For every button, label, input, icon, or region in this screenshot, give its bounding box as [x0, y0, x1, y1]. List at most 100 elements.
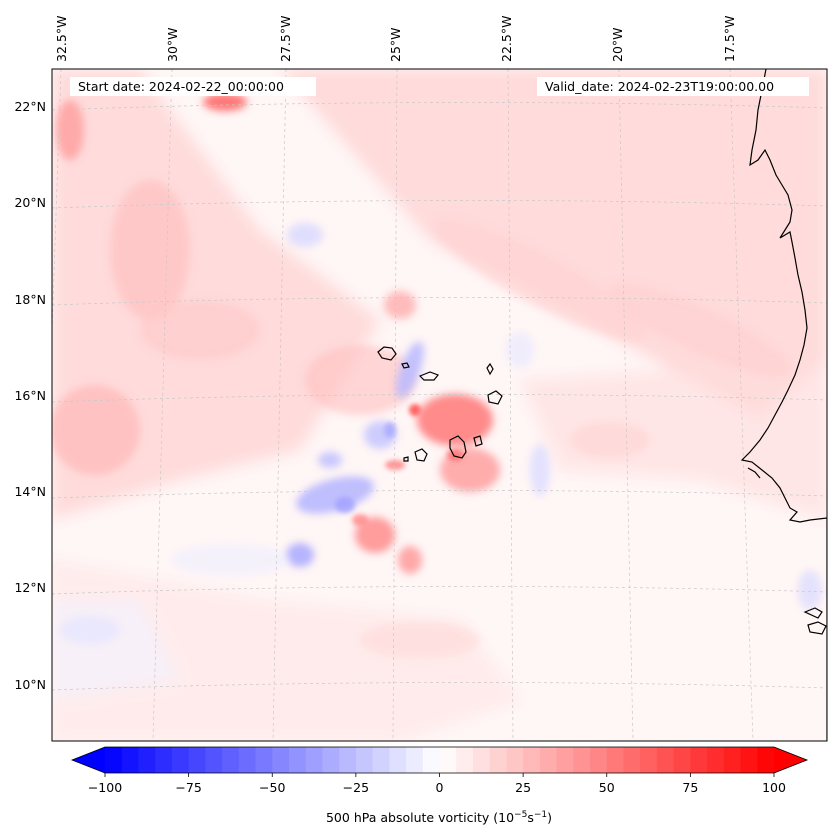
- lat-label-22n: 22°N: [14, 99, 46, 114]
- colorbar-segment: [305, 747, 324, 773]
- colorbar-segment: [121, 747, 140, 773]
- colorbar-segment: [138, 747, 156, 773]
- start-date-box: Start date: 2024-02-22_00:00:00: [70, 77, 316, 96]
- colorbar-segment: [339, 747, 357, 773]
- colorbar-tick-label: 100: [762, 780, 786, 795]
- colorbar-tick-label: −50: [259, 780, 285, 795]
- colorbar-segment: [238, 747, 257, 773]
- valid-date-background: [537, 77, 809, 96]
- island-maio: [473, 435, 483, 447]
- colorbar-segment: [406, 747, 424, 773]
- island-brava: [403, 456, 409, 462]
- colorbar-segment: [439, 747, 457, 773]
- colorbar-segment: [288, 747, 307, 773]
- colorbar-segment: [573, 747, 591, 773]
- colorbar-segment: [188, 747, 206, 773]
- map-frame: [51, 68, 828, 742]
- lon-label-20w: 20°W: [610, 27, 625, 62]
- colorbar-segment: [205, 747, 223, 773]
- lat-label-18n: 18°N: [14, 292, 46, 307]
- island-boa-vista: [487, 390, 503, 405]
- coast-islet: [803, 607, 823, 619]
- colorbar-segment: [640, 747, 658, 773]
- longitude-labels: 32.5°W 30°W 27.5°W 25°W 22.5°W 20°W 17.5…: [54, 16, 737, 62]
- colorbar-tick-label: 25: [515, 780, 531, 795]
- gridline-lon-27-5: [272, 69, 287, 741]
- colorbar-extend-max: [774, 747, 807, 773]
- vorticity-negative: [60, 223, 822, 644]
- island-santo-antao: [377, 346, 397, 361]
- lon-label-27-5w: 27.5°W: [278, 16, 293, 62]
- colorbar-tick-label: −25: [343, 780, 369, 795]
- colorbar-segment: [472, 747, 491, 773]
- colorbar-segment: [656, 747, 675, 773]
- island-sao-vicente: [401, 362, 410, 369]
- colorbar-segment: [556, 747, 574, 773]
- gridline-lat-10: [52, 682, 827, 691]
- colorbar-segment: [723, 747, 742, 773]
- lon-label-22-5w: 22.5°W: [499, 16, 514, 62]
- valid-date-label: Valid_date: 2024-02-23T19:00:00.00: [545, 79, 774, 94]
- colorbar-segment: [606, 747, 625, 773]
- gridline-lat-16: [52, 394, 827, 403]
- colorbar-segment: [523, 747, 541, 773]
- gridline-lon-22-5: [507, 69, 514, 741]
- gridline-lon-17-5: [729, 69, 754, 741]
- island-fogo: [414, 448, 428, 462]
- colorbar-tick-label: −75: [175, 780, 201, 795]
- colorbar-segment: [590, 747, 608, 773]
- gridline-lat-18: [52, 297, 827, 306]
- colorbar-tick-label: 0: [436, 780, 444, 795]
- start-date-label: Start date: 2024-02-22_00:00:00: [78, 79, 284, 94]
- coast-detail: [747, 467, 761, 479]
- colorbar-segment: [673, 747, 691, 773]
- lat-label-20n: 20°N: [14, 195, 46, 210]
- colorbar-segment: [255, 747, 273, 773]
- colorbar-segment: [422, 747, 441, 773]
- colorbar-segment: [539, 747, 558, 773]
- colorbar-segments: [105, 747, 775, 773]
- gridline-lon-20: [618, 69, 634, 741]
- vorticity-field: [52, 69, 827, 741]
- lat-label-10n: 10°N: [14, 677, 46, 692]
- colorbar-label: 500 hPa absolute vorticity (10−5s−1): [326, 810, 552, 825]
- coastlines: [740, 69, 827, 741]
- colorbar-segment: [272, 747, 290, 773]
- lon-label-25w: 25°W: [388, 27, 403, 62]
- colorbar-tick-label: 50: [599, 780, 615, 795]
- colorbar: −100 −75 −50 −25 0 25 50 75 100 500 hPa absolute…: [70, 746, 809, 825]
- gridline-lon-30: [152, 69, 173, 741]
- valid-date-box: Valid_date: 2024-02-23T19:00:00.00: [537, 77, 809, 96]
- colorbar-segment: [506, 747, 524, 773]
- colorbar-segment: [372, 747, 390, 773]
- colorbar-segment: [389, 747, 407, 773]
- colorbar-ticks: −100 −75 −50 −25 0 25 50 75 100: [88, 773, 786, 795]
- colorbar-segment: [740, 747, 758, 773]
- colorbar-segment: [222, 747, 240, 773]
- gridline-lat-12: [52, 586, 827, 595]
- lat-label-16n: 16°N: [14, 388, 46, 403]
- island-sao-nicolau: [418, 371, 439, 381]
- colorbar-segment: [757, 747, 775, 773]
- map-area: [51, 68, 828, 742]
- cape-verde-islands: [377, 346, 503, 462]
- colorbar-segment: [322, 747, 340, 773]
- start-date-background: [70, 77, 316, 96]
- latitude-labels: 22°N 20°N 18°N 16°N 14°N 12°N 10°N: [14, 99, 46, 692]
- colorbar-segment: [355, 747, 374, 773]
- colorbar-segment: [456, 747, 474, 773]
- gridline-lat-20: [52, 200, 827, 209]
- colorbar-segment: [690, 747, 708, 773]
- gridlines: [52, 69, 827, 741]
- island-sal: [486, 362, 494, 376]
- vorticity-fine: [335, 404, 463, 526]
- gridline-lat-22: [52, 102, 827, 111]
- lon-label-17-5w: 17.5°W: [722, 16, 737, 62]
- lon-label-32-5w: 32.5°W: [54, 16, 69, 62]
- colorbar-extend-min: [72, 747, 105, 773]
- colorbar-tick-label: 75: [682, 780, 698, 795]
- africa-coastline: [740, 69, 827, 741]
- lat-label-14n: 14°N: [14, 484, 46, 499]
- colorbar-tick-label: −100: [88, 780, 122, 795]
